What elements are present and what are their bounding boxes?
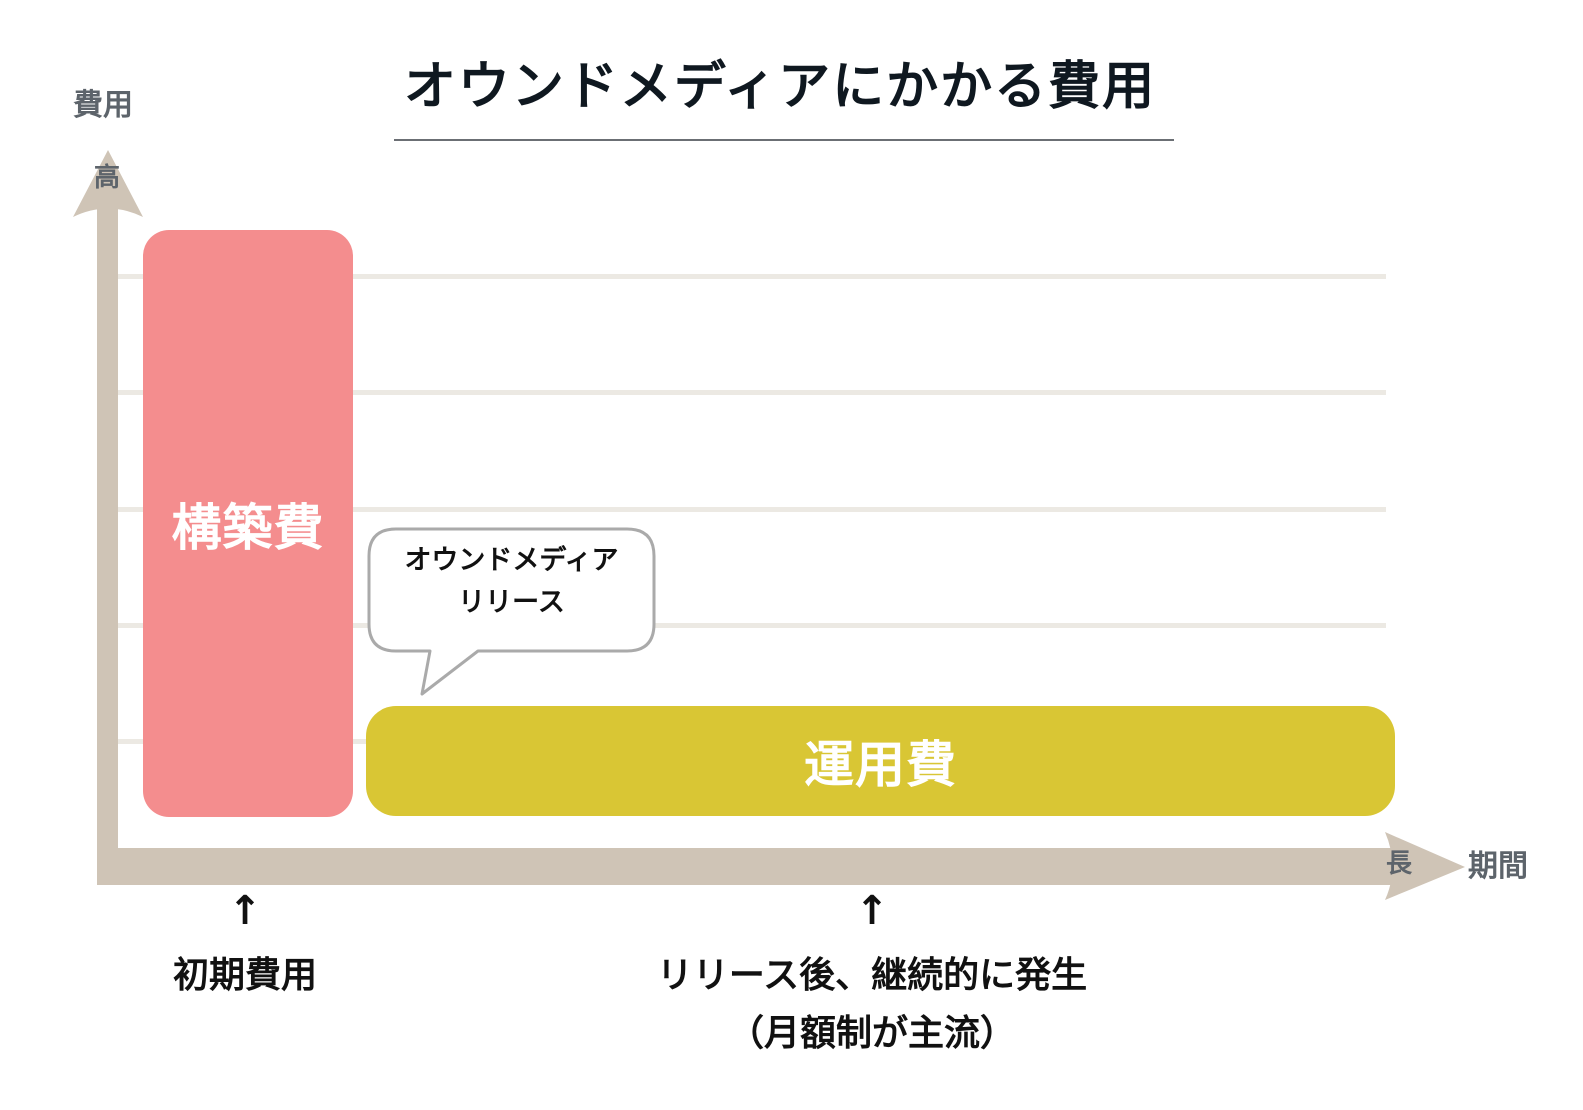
callout-bubble	[367, 527, 656, 696]
x-axis-shaft	[97, 848, 1392, 885]
callout-line1: オウンドメディア	[404, 545, 619, 576]
initial-pointer-arrow-icon: ↑	[228, 888, 262, 934]
x-axis-label: 期間	[1468, 849, 1528, 884]
gridline	[118, 623, 1386, 628]
ongoing-cost-note-line2: （月額制が主流）	[727, 1013, 1016, 1054]
ongoing-pointer-arrow-icon: ↑	[855, 888, 889, 934]
diagram-title: オウンドメディアにかかる費用	[403, 57, 1157, 117]
gridline	[118, 390, 1386, 395]
operation-cost-bar: 運用費	[366, 706, 1395, 816]
y-axis-arrowhead-icon	[73, 150, 143, 217]
y-axis-label: 費用	[73, 88, 133, 123]
initial-cost-note: 初期費用	[172, 955, 317, 996]
gridline	[118, 507, 1386, 512]
operation-cost-label: 運用費	[804, 736, 957, 794]
x-axis-long-label: 長	[1386, 849, 1413, 879]
title-underline	[394, 139, 1174, 141]
build-cost-label: 構築費	[171, 498, 325, 557]
x-axis-arrowhead-icon	[1385, 832, 1465, 900]
ongoing-cost-note-line1: リリース後、継続的に発生	[656, 955, 1088, 996]
y-axis-high-label: 高	[94, 163, 121, 193]
gridline	[118, 274, 1386, 279]
y-axis-shaft	[97, 205, 118, 885]
callout-line2: リリース	[458, 587, 565, 618]
build-cost-bar: 構築費	[143, 230, 353, 817]
callout-text: オウンドメディア リリース	[368, 540, 655, 624]
